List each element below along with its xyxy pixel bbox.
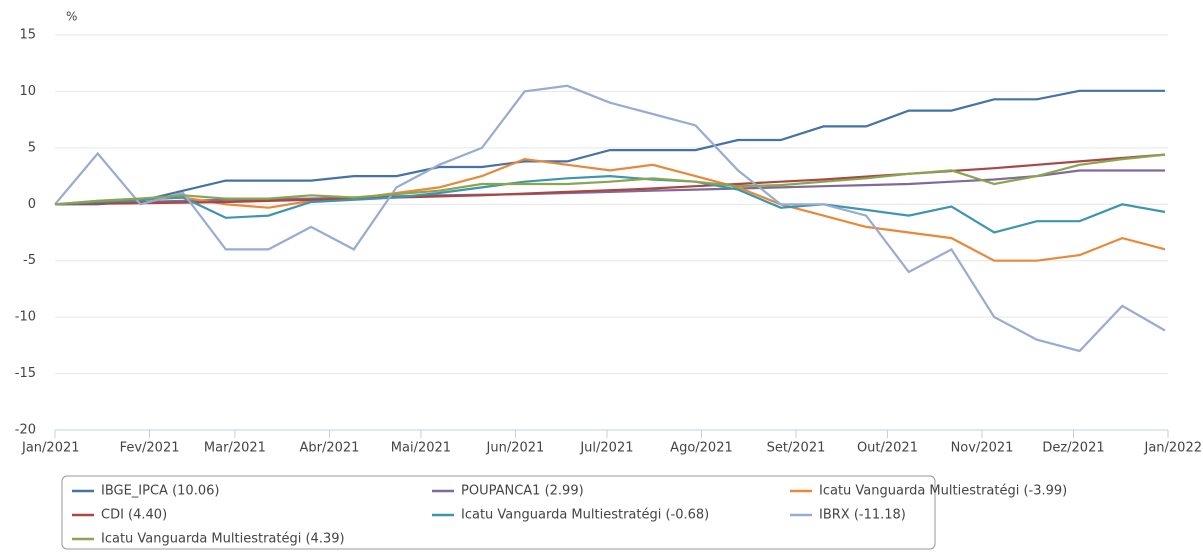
y-tick-label: -15 bbox=[15, 366, 36, 381]
legend-label[interactable]: IBRX (-11.18) bbox=[819, 508, 906, 523]
legend-label[interactable]: Icatu Vanguarda Multiestratégi (-0.68) bbox=[461, 508, 709, 523]
x-tick-label: Fev/2021 bbox=[120, 441, 180, 456]
y-tick-label: -5 bbox=[23, 253, 36, 268]
x-tick-label: Jan/2021 bbox=[21, 441, 80, 456]
y-tick-label: -10 bbox=[15, 310, 36, 325]
legend-box bbox=[61, 475, 936, 550]
x-tick-label: Mar/2021 bbox=[204, 441, 266, 456]
x-tick-label: Jan/2022 bbox=[1143, 441, 1202, 456]
x-tick-label: Nov/2021 bbox=[951, 441, 1014, 456]
series-line bbox=[54, 157, 1166, 262]
x-tick-label: Abr/2021 bbox=[299, 441, 359, 456]
legend-label[interactable]: Icatu Vanguarda Multiestratégi (4.39) bbox=[101, 532, 345, 547]
series-line bbox=[54, 84, 1166, 353]
series-line bbox=[54, 153, 1166, 206]
legend-label[interactable]: CDI (4.40) bbox=[101, 508, 167, 523]
series-line bbox=[54, 174, 1166, 234]
series-line bbox=[54, 153, 1166, 206]
series-line bbox=[55, 89, 1165, 206]
legend-label[interactable]: POUPANCA1 (2.99) bbox=[461, 484, 584, 499]
y-tick-label: 10 bbox=[19, 84, 36, 99]
x-tick-label: Jun/2021 bbox=[486, 441, 545, 456]
x-tick-label: Jul/2021 bbox=[579, 441, 633, 456]
y-tick-label: 5 bbox=[28, 140, 36, 155]
y-axis-title: % bbox=[66, 10, 77, 24]
y-tick-label: 0 bbox=[28, 197, 36, 212]
x-tick-label: Dez/2021 bbox=[1042, 441, 1104, 456]
legend-label[interactable]: Icatu Vanguarda Multiestratégi (-3.99) bbox=[819, 484, 1067, 499]
y-tick-label: 15 bbox=[19, 28, 36, 43]
x-tick-label: Mai/2021 bbox=[391, 441, 451, 456]
x-tick-label: Out/2021 bbox=[857, 441, 918, 456]
y-tick-label: -20 bbox=[15, 423, 36, 438]
x-tick-label: Ago/2021 bbox=[670, 441, 733, 456]
x-tick-label: Set/2021 bbox=[767, 441, 826, 456]
legend-label[interactable]: IBGE_IPCA (10.06) bbox=[101, 484, 219, 499]
